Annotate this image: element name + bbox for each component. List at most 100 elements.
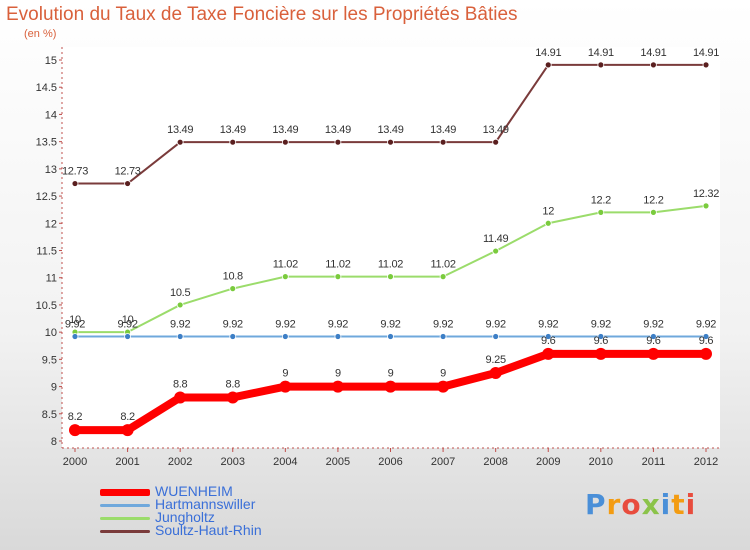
data-label: 9.6 (646, 335, 661, 347)
data-label: 9.92 (538, 318, 558, 330)
data-point (124, 180, 131, 187)
data-label: 9.92 (591, 318, 611, 330)
data-point (281, 273, 289, 281)
data-label: 11.02 (378, 259, 403, 271)
data-point (384, 380, 397, 393)
data-point (492, 138, 500, 146)
legend-label: Jungholtz (155, 509, 215, 525)
data-label: 12.2 (643, 194, 663, 206)
data-label: 10.8 (223, 271, 243, 283)
data-point (702, 61, 710, 69)
data-label: 9.92 (117, 318, 137, 330)
y-tick-label: 12 (45, 218, 57, 230)
data-point (176, 301, 184, 309)
data-point (334, 138, 342, 146)
x-tick-label: 2004 (273, 456, 297, 468)
data-point (124, 333, 131, 340)
data-label: 13.49 (272, 124, 298, 136)
data-label: 14.91 (693, 47, 719, 59)
data-label: 9.6 (594, 335, 609, 347)
data-label: 9.6 (541, 335, 556, 347)
logo-letter: o (621, 488, 642, 521)
data-point (174, 391, 187, 404)
data-label: 14.91 (588, 47, 614, 59)
data-point (331, 380, 344, 393)
x-tick-label: 2009 (536, 456, 560, 468)
logo-letter: P (585, 488, 607, 521)
data-labels: 8.2 8.2 8.8 8.8 9 9 9 9 9.25 9.6 9.6 9.6 9.6 9.92 9.92… (62, 47, 720, 423)
y-tick-label: 12.5 (36, 191, 57, 203)
legend-swatch-soultz-haut-rhin (100, 529, 150, 533)
legend-swatch-hartmannswiller (100, 503, 150, 507)
data-label: 10 (122, 314, 134, 326)
data-label: 13.49 (325, 124, 351, 136)
legend-swatch-jungholtz (100, 516, 150, 520)
data-point (439, 273, 447, 281)
data-point (647, 347, 660, 360)
data-point (71, 180, 79, 187)
y-tick-label: 10.5 (36, 300, 57, 312)
data-label: 9.92 (380, 318, 400, 330)
data-point (229, 138, 237, 146)
data-point (387, 138, 394, 146)
data-point (439, 138, 447, 146)
data-label: 10.5 (170, 287, 190, 299)
legend-swatch-wuenheim (100, 488, 150, 496)
data-label: 9.92 (275, 318, 295, 330)
data-label: 9.92 (643, 318, 663, 330)
data-point (229, 285, 237, 293)
data-label: 11.02 (325, 259, 350, 271)
data-point (492, 247, 500, 255)
series-lines (69, 61, 712, 437)
legend-label: Hartmannswiller (155, 496, 256, 512)
data-point (176, 138, 184, 146)
data-label: 9.25 (486, 354, 506, 366)
data-point (492, 333, 500, 340)
data-label: 12 (542, 205, 554, 217)
data-point (544, 219, 552, 227)
y-tick-label: 14 (45, 109, 57, 121)
data-label: 12.2 (591, 194, 611, 206)
data-label: 9.92 (696, 318, 716, 330)
data-point (489, 366, 502, 379)
data-point (597, 208, 605, 216)
data-label: 13.49 (483, 124, 509, 136)
data-label: 9.92 (65, 318, 85, 330)
data-label: 10 (69, 314, 81, 326)
y-tick-label: 10 (45, 327, 57, 339)
y-tick-label: 9 (51, 382, 57, 394)
x-tick-label: 2003 (221, 456, 245, 468)
y-tick-label: 13 (45, 164, 57, 176)
x-tick-label: 2006 (378, 456, 402, 468)
data-point (439, 333, 447, 340)
data-point (279, 380, 292, 393)
data-label: 9.92 (223, 318, 243, 330)
y-tick-label: 15 (45, 55, 57, 67)
data-point (281, 138, 289, 146)
logo-letter: i (685, 488, 697, 521)
y-tick-label: 11 (46, 273, 57, 285)
data-point (387, 273, 394, 281)
y-tick-label: 14.5 (36, 82, 57, 94)
logo-letter: t (671, 488, 686, 521)
data-point (700, 347, 712, 360)
data-point (69, 424, 81, 437)
data-point (544, 333, 552, 340)
x-tick-label: 2008 (483, 456, 507, 468)
y-tick-label: 9.5 (42, 354, 57, 366)
x-tick-label: 2007 (431, 456, 455, 468)
data-label: 9 (440, 368, 446, 380)
data-point (650, 61, 657, 69)
data-label: 13.49 (167, 124, 193, 136)
data-label: 12.73 (62, 166, 88, 178)
data-label: 9.92 (170, 318, 190, 330)
data-point (437, 380, 450, 393)
x-tick-label: 2011 (642, 456, 666, 468)
x-tick-label: 2010 (589, 456, 613, 468)
data-label: 11.02 (273, 259, 298, 271)
data-point (281, 333, 289, 340)
data-label: 14.91 (535, 47, 561, 59)
data-label: 13.49 (377, 124, 403, 136)
